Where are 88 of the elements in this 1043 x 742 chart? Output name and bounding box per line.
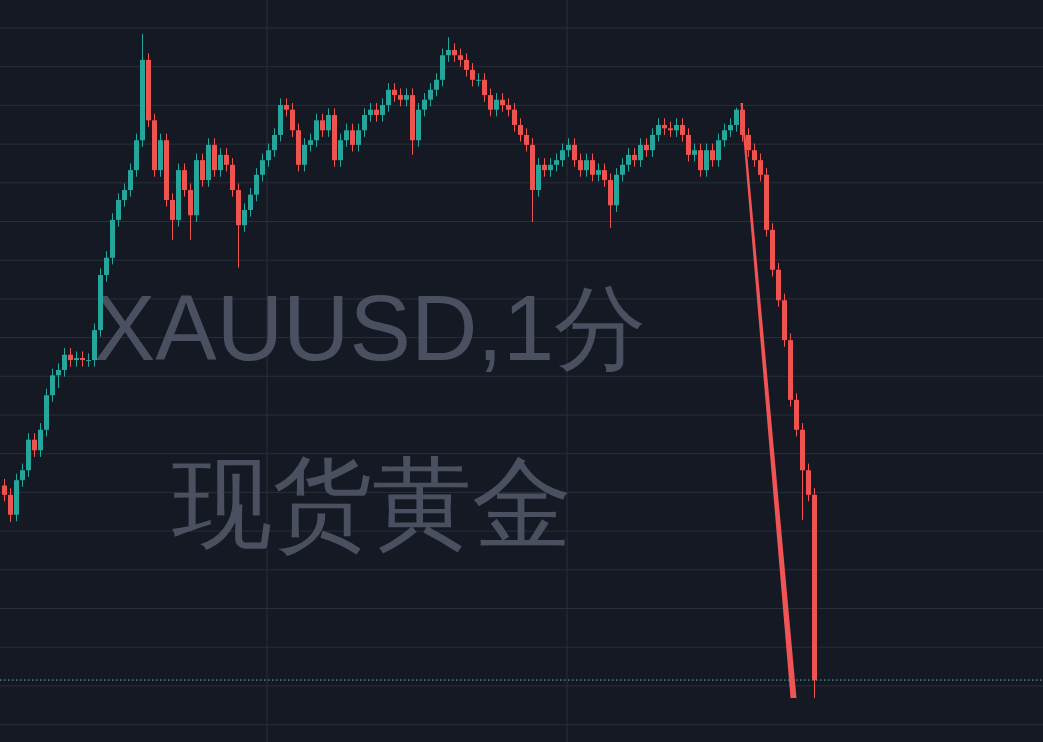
candlestick <box>128 162 133 198</box>
candlestick <box>566 137 571 158</box>
candlestick <box>632 147 637 168</box>
candlestick <box>302 137 307 172</box>
candlestick <box>8 487 13 523</box>
candlestick <box>338 133 343 168</box>
candlestick <box>572 137 577 168</box>
candlestick <box>62 347 67 378</box>
candlestick <box>200 153 205 188</box>
candlestick <box>362 107 367 138</box>
candlestick <box>68 347 73 368</box>
candlestick <box>470 62 475 87</box>
candlestick <box>326 107 331 138</box>
candlestick <box>704 143 709 178</box>
candlestick <box>620 157 625 182</box>
candlestick <box>182 162 187 198</box>
candlestick <box>356 123 361 153</box>
candlestick <box>482 72 487 103</box>
candlestick <box>224 147 229 172</box>
candlestick <box>698 143 703 178</box>
candlestick <box>218 147 223 178</box>
candlestick <box>752 143 757 168</box>
candlestick <box>602 162 607 188</box>
candlestick <box>170 192 175 241</box>
candlestick <box>650 127 655 158</box>
candlestick <box>500 92 505 113</box>
candlestick <box>116 192 121 228</box>
candlestick <box>464 52 469 77</box>
candlestick <box>488 87 493 117</box>
candlestick <box>494 92 499 117</box>
candlestick <box>638 137 643 168</box>
candlestick <box>560 143 565 168</box>
candlestick <box>578 153 583 178</box>
candlestick <box>272 127 277 158</box>
candlestick <box>368 102 373 123</box>
candlestick <box>74 350 79 368</box>
candlestick <box>266 143 271 168</box>
candlestick <box>320 113 325 138</box>
candlestick <box>260 153 265 182</box>
candlestick <box>50 368 55 403</box>
candlestick <box>350 123 355 153</box>
candlestick <box>644 137 649 158</box>
candlestick <box>710 143 715 168</box>
candlestick <box>722 123 727 148</box>
candlestick <box>542 157 547 178</box>
candlestick <box>686 127 691 162</box>
candlestick <box>728 117 733 138</box>
candlestick <box>674 117 679 138</box>
text: 现货黄金 <box>172 445 572 562</box>
candlestick <box>344 123 349 148</box>
candlestick <box>56 362 61 389</box>
candlestick <box>524 127 529 153</box>
candlestick <box>248 187 253 218</box>
candlestick <box>446 36 451 63</box>
candlestick <box>254 167 259 202</box>
candlestick <box>2 478 7 502</box>
candlestick <box>716 133 721 168</box>
candlestick <box>746 127 751 158</box>
candlestick <box>20 463 25 488</box>
candlestick <box>680 117 685 143</box>
candlestick <box>518 117 523 143</box>
candlestick <box>38 422 43 458</box>
candlestick <box>80 350 85 368</box>
candlestick <box>86 352 91 368</box>
candlestick <box>290 102 295 138</box>
candlestick <box>452 42 457 63</box>
candlestick <box>584 153 589 178</box>
candlestick <box>758 153 763 182</box>
candlestick <box>734 107 739 133</box>
candlestick <box>428 82 433 107</box>
candlestick <box>548 157 553 178</box>
candlestick <box>512 102 517 133</box>
candlestick <box>32 432 37 458</box>
candlestick <box>122 182 127 208</box>
candlestick <box>590 153 595 182</box>
candlestick <box>656 117 661 143</box>
candlestick <box>314 113 319 148</box>
candlestick <box>386 82 391 113</box>
candlestick <box>626 147 631 172</box>
candlestick <box>392 82 397 103</box>
candlestick <box>422 92 427 117</box>
candlestick <box>434 72 439 97</box>
candlestick <box>242 202 247 233</box>
candlestick <box>374 102 379 123</box>
text: XAUUSD,1分 <box>93 277 647 379</box>
candlestick <box>476 72 481 87</box>
candlestick <box>104 250 109 283</box>
candlestick <box>380 97 385 123</box>
